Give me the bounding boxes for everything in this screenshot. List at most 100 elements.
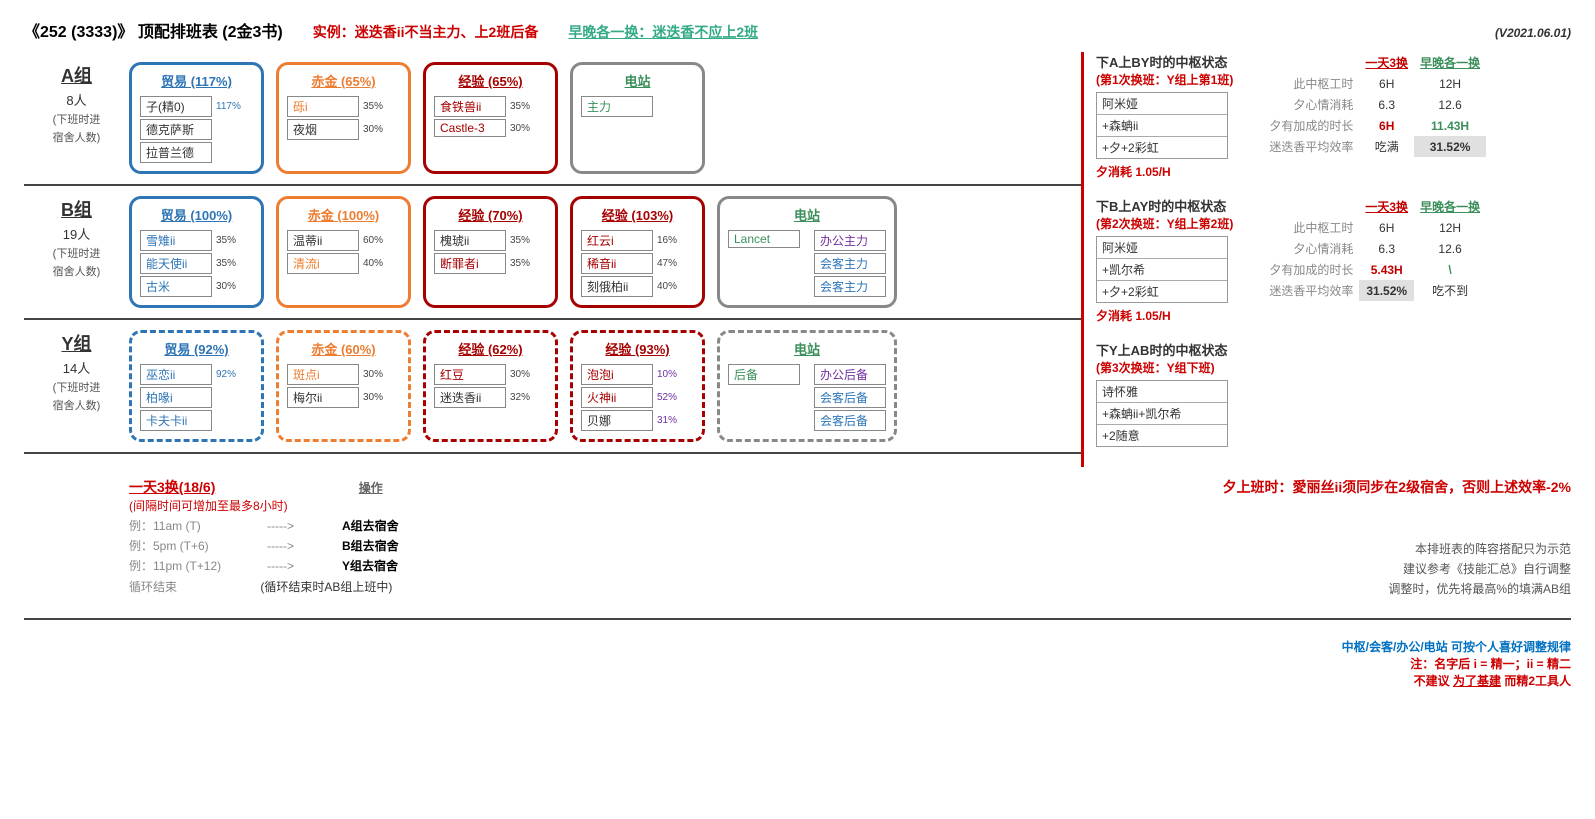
group-note: 宿舍人数) — [24, 263, 129, 279]
aux-cell: 办公后备 — [814, 364, 886, 385]
card-title: 经验 (62%) — [434, 339, 547, 358]
center-operator-row: 阿米娅 — [1097, 237, 1227, 259]
card-title: 电站 — [581, 71, 694, 90]
facility-card: 电站后备办公后备会客后备会客后备 — [717, 330, 897, 442]
center-operator-row: +夕+2彩虹 — [1097, 281, 1227, 302]
group-row: B组 19人 (下班时进 宿舍人数)贸易 (100%)雪雉ii35%能天使ii3… — [24, 186, 1081, 320]
facility-card: 赤金 (65%)砾i35%夜烟30% — [276, 62, 411, 174]
center-operator-row: +2随意 — [1097, 425, 1227, 446]
eff-value: \ — [1414, 259, 1486, 280]
operator-pct: 10% — [657, 369, 683, 380]
operator-cell: 断罪者i — [434, 253, 506, 274]
operator-pct: 30% — [510, 123, 536, 134]
center-operator-row: +森蚺ii — [1097, 115, 1227, 137]
center-sub: (第3次换班：Y组下班) — [1096, 359, 1228, 376]
facility-card: 电站Lancet办公主力会客主力会客主力 — [717, 196, 897, 308]
eff-label: 迷迭香平均效率 — [1263, 136, 1359, 157]
operator-cell: 砾i — [287, 96, 359, 117]
operator-cell: 食铁兽ii — [434, 96, 506, 117]
center-title: 下B上AY时的中枢状态 — [1096, 196, 1233, 215]
operator-cell: 清流i — [287, 253, 359, 274]
center-block: 下A上BY时的中枢状态 (第1次换班：Y组上第1班)阿米娅+森蚺ii+夕+2彩虹… — [1096, 52, 1571, 180]
footer: 中枢/会客/办公/电站 可按个人喜好调整规律 注：名字后 i = 精一；ii =… — [24, 638, 1571, 689]
operator-cell: 梅尔ii — [287, 387, 359, 408]
schedule-op: 操作 — [359, 481, 383, 495]
card-title: 赤金 (65%) — [287, 71, 400, 90]
center-block: 下B上AY时的中枢状态 (第2次换班：Y组上第2班)阿米娅+凯尔希+夕+2彩虹夕… — [1096, 196, 1571, 324]
eff-value: 12.6 — [1414, 238, 1486, 259]
operator-pct: 52% — [657, 392, 683, 403]
facility-card: 经验 (70%)槐琥ii35%断罪者i35% — [423, 196, 558, 308]
card-title: 经验 (65%) — [434, 71, 547, 90]
eff-header: 早晚各一换 — [1414, 52, 1486, 73]
eff-label: 迷迭香平均效率 — [1263, 280, 1359, 301]
center-operator-row: 诗怀雅 — [1097, 381, 1227, 403]
facility-card: 经验 (93%)泡泡i10%火神ii52%贝娜31% — [570, 330, 705, 442]
eff-value: 吃不到 — [1414, 280, 1486, 301]
operator-cell: Lancet — [728, 230, 800, 248]
operator-pct: 117% — [216, 101, 242, 112]
eff-value: 5.43H — [1359, 259, 1414, 280]
efficiency-table: 一天3换早晚各一换此中枢工时6H12H夕心情消耗6.312.6夕有加成的时长6H… — [1263, 52, 1486, 157]
aux-cell: 会客后备 — [814, 410, 886, 431]
group-count: 8人 — [24, 90, 129, 109]
eff-value: 6H — [1359, 115, 1414, 136]
eff-value: 吃满 — [1359, 136, 1414, 157]
loop-left: 循环结束 — [129, 580, 177, 594]
eff-value: 6H — [1359, 73, 1414, 94]
operator-cell: 迷迭香ii — [434, 387, 506, 408]
card-title: 电站 — [728, 205, 886, 224]
right-column: 下A上BY时的中枢状态 (第1次换班：Y组上第1班)阿米娅+森蚺ii+夕+2彩虹… — [1081, 52, 1571, 467]
bottom-row: 一天3换(18/6) 操作 (间隔时间可增加至最多8小时) 例：11am (T)… — [24, 467, 1571, 620]
group-count: 14人 — [24, 358, 129, 377]
page-title: 《252 (3333)》 顶配排班表 (2金3书) — [24, 18, 283, 42]
eff-value: 31.52% — [1359, 280, 1414, 301]
loop-right: (循环结束时AB组上班中) — [260, 580, 392, 594]
operator-pct: 40% — [657, 281, 683, 292]
operator-pct: 35% — [510, 258, 536, 269]
schedule-title: 一天3换(18/6) — [129, 479, 215, 495]
eff-header: 一天3换 — [1359, 52, 1414, 73]
facility-card: 赤金 (60%)斑点i30%梅尔ii30% — [276, 330, 411, 442]
operator-cell: 德克萨斯 — [140, 119, 212, 140]
center-sub: (第2次换班：Y组上第2班) — [1096, 215, 1233, 232]
eff-label: 夕心情消耗 — [1263, 94, 1359, 115]
operator-cell: 夜烟 — [287, 119, 359, 140]
aux-cell: 办公主力 — [814, 230, 886, 251]
left-column: A组 8人 (下班时进 宿舍人数)贸易 (117%)子(精0)117%德克萨斯拉… — [24, 52, 1081, 467]
operator-cell: 子(精0) — [140, 96, 212, 117]
operator-cell: 贝娜 — [581, 410, 653, 431]
schedule-note: (间隔时间可增加至最多8小时) — [129, 497, 1101, 514]
eff-value: 12H — [1414, 217, 1486, 238]
operator-cell: 雪雉ii — [140, 230, 212, 251]
operator-cell: 主力 — [581, 96, 653, 117]
operator-cell: 拉普兰德 — [140, 142, 212, 163]
operator-cell: 斑点i — [287, 364, 359, 385]
center-operator-row: +森蚺ii+凯尔希 — [1097, 403, 1227, 425]
operator-pct: 47% — [657, 258, 683, 269]
eff-label: 夕心情消耗 — [1263, 238, 1359, 259]
operator-pct: 35% — [216, 258, 242, 269]
group-count: 19人 — [24, 224, 129, 243]
operator-cell: Castle-3 — [434, 119, 506, 137]
group-note: 宿舍人数) — [24, 129, 129, 145]
eff-value: 12.6 — [1414, 94, 1486, 115]
center-title: 下A上BY时的中枢状态 — [1096, 52, 1233, 71]
eff-value: 11.43H — [1414, 115, 1486, 136]
operator-cell: 古米 — [140, 276, 212, 297]
operator-cell: 卡夫卡ii — [140, 410, 212, 431]
center-operator-row: 阿米娅 — [1097, 93, 1227, 115]
card-title: 贸易 (117%) — [140, 71, 253, 90]
eff-label: 此中枢工时 — [1263, 73, 1359, 94]
facility-card: 赤金 (100%)温蒂ii60%清流i40% — [276, 196, 411, 308]
operator-pct: 30% — [363, 369, 389, 380]
card-title: 经验 (93%) — [581, 339, 694, 358]
operator-pct: 32% — [510, 392, 536, 403]
card-title: 贸易 (100%) — [140, 205, 253, 224]
operator-cell: 泡泡i — [581, 364, 653, 385]
eff-label: 夕有加成的时长 — [1263, 259, 1359, 280]
card-title: 贸易 (92%) — [140, 339, 253, 358]
eff-header: 早晚各一换 — [1414, 196, 1486, 217]
operator-pct: 30% — [363, 124, 389, 135]
eff-label: 此中枢工时 — [1263, 217, 1359, 238]
